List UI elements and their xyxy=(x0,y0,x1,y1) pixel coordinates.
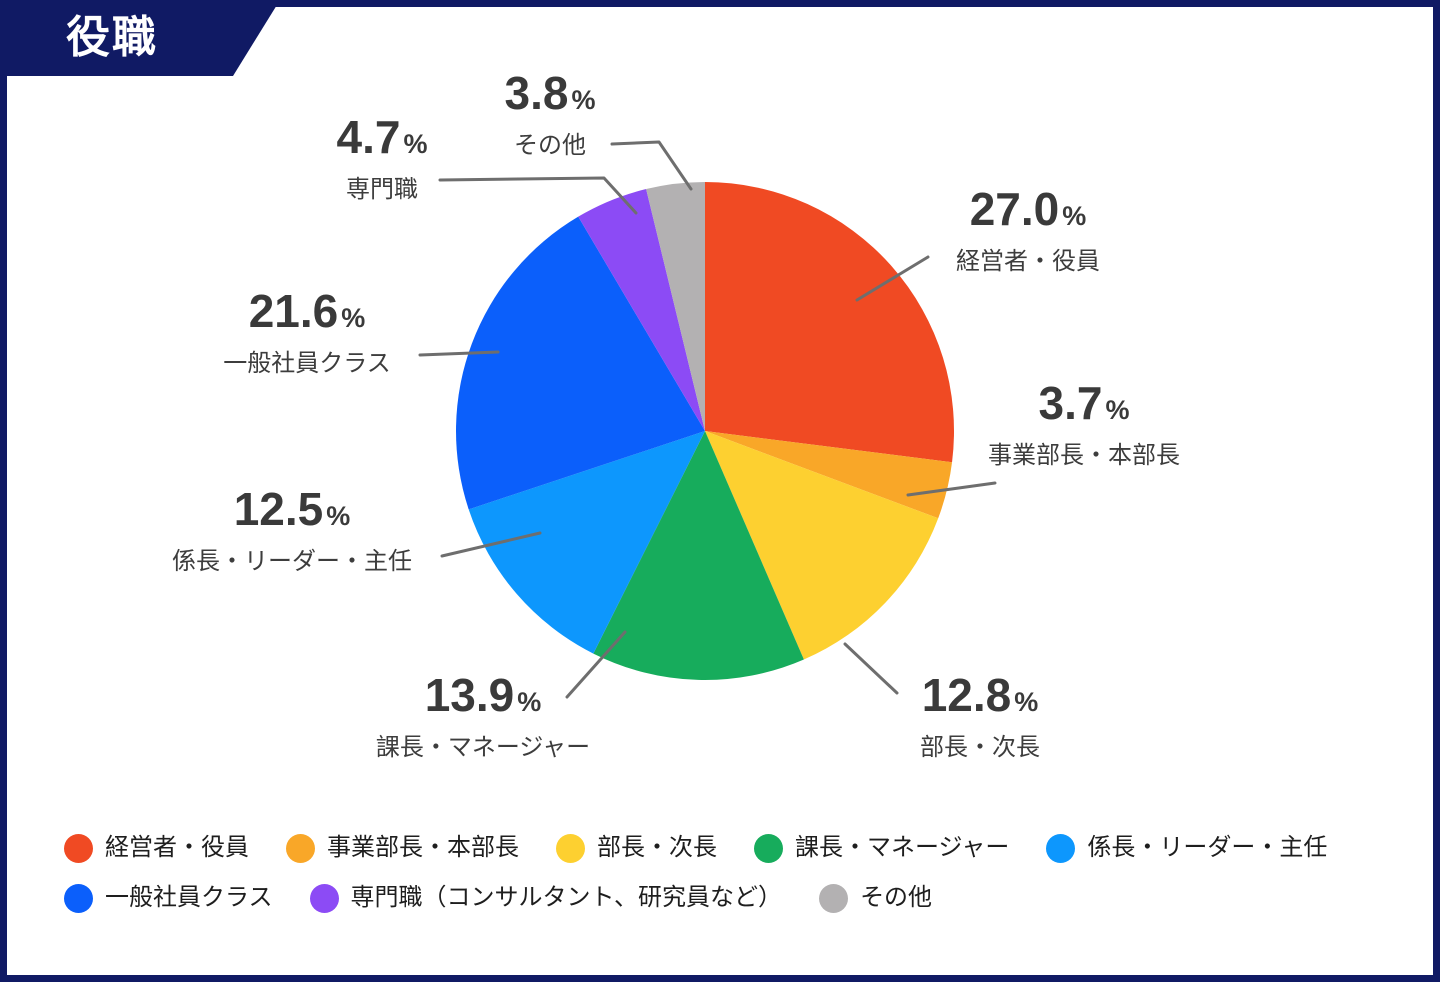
pie-slice-6 xyxy=(578,189,705,431)
legend-label: 経営者・役員 xyxy=(105,834,249,862)
callout-line-7 xyxy=(610,140,693,191)
slice-name: 課長・マネージャー xyxy=(375,734,591,761)
pie-slice-1 xyxy=(705,431,953,519)
legend-label: 部長・次長 xyxy=(597,834,717,862)
slice-value-unit: % xyxy=(326,501,351,531)
slice-label-6: 4.7% 専門職 xyxy=(337,114,428,204)
legend-item-6: 専門職（コンサルタント、研究員など） xyxy=(309,884,783,913)
slice-value: 4.7% xyxy=(337,114,428,167)
slice-value: 21.6% xyxy=(223,288,391,341)
slice-label-5: 21.6% 一般社員クラス xyxy=(223,288,391,378)
legend-item-7: その他 xyxy=(819,884,932,913)
slice-label-3: 13.9% 課長・マネージャー xyxy=(376,672,590,762)
pie-slice-5 xyxy=(456,216,705,510)
slice-value-number: 12.5 xyxy=(233,483,324,535)
slice-value: 3.8% xyxy=(505,70,596,123)
legend-label: 課長・マネージャー xyxy=(795,834,1010,862)
slice-value-unit: % xyxy=(571,85,596,115)
legend-dot-icon xyxy=(1046,834,1076,863)
slice-value-unit: % xyxy=(1062,201,1087,231)
legend-dot-icon xyxy=(754,834,783,863)
pie-slice-4 xyxy=(468,431,705,654)
callout-line-1 xyxy=(906,481,997,497)
legend-item-5: 一般社員クラス xyxy=(64,884,273,913)
legend-row-1: 一般社員クラス 専門職（コンサルタント、研究員など） その他 xyxy=(64,884,1364,913)
slice-label-4: 12.5% 係長・リーダー・主任 xyxy=(172,486,412,576)
legend-row-0: 経営者・役員 事業部長・本部長 部長・次長 課長・マネージャー 係長・リーダー・主任 xyxy=(64,834,1364,863)
slice-name: その他 xyxy=(514,132,586,159)
legend-dot-icon xyxy=(286,834,315,863)
legend-item-0: 経営者・役員 xyxy=(64,834,249,863)
slice-name: 事業部長・本部長 xyxy=(988,442,1180,469)
legend-dot-icon xyxy=(309,884,339,913)
callout-line-4 xyxy=(440,531,542,558)
legend-label: 係長・リーダー・主任 xyxy=(1087,834,1328,862)
legend-dot-icon xyxy=(64,834,93,863)
legend-dot-icon xyxy=(64,884,93,913)
slice-name: 係長・リーダー・主任 xyxy=(172,548,412,575)
slice-value: 3.7% xyxy=(988,380,1180,433)
title-badge: 役職 xyxy=(0,0,280,76)
slice-name: 部長・次長 xyxy=(920,734,1040,761)
slice-value: 12.8% xyxy=(920,672,1040,725)
slice-value-number: 3.8 xyxy=(504,67,569,119)
legend-item-3: 課長・マネージャー xyxy=(754,834,1009,863)
slice-value-number: 21.6 xyxy=(248,285,339,337)
slice-name: 経営者・役員 xyxy=(956,248,1100,275)
slice-value-number: 4.7 xyxy=(336,111,401,163)
pie-slice-2 xyxy=(705,431,939,660)
legend-label: その他 xyxy=(860,884,933,912)
callout-line-0 xyxy=(855,255,930,302)
slice-value-unit: % xyxy=(403,129,428,159)
legend-item-1: 事業部長・本部長 xyxy=(286,834,519,863)
slice-value-number: 3.7 xyxy=(1038,377,1103,429)
pie-slice-3 xyxy=(593,431,804,681)
callout-line-6 xyxy=(438,176,638,215)
legend-label: 一般社員クラス xyxy=(105,884,273,912)
slice-label-7: 3.8% その他 xyxy=(505,70,596,160)
slice-value-number: 27.0 xyxy=(969,183,1060,235)
callout-line-5 xyxy=(418,350,500,357)
page-title: 役職 xyxy=(66,13,158,62)
slice-value-unit: % xyxy=(1014,687,1039,717)
callout-line-3 xyxy=(565,630,627,699)
slice-name: 専門職 xyxy=(346,176,418,203)
slice-value-number: 13.9 xyxy=(424,669,515,721)
slice-name: 一般社員クラス xyxy=(223,350,391,377)
slice-value-unit: % xyxy=(341,303,366,333)
slice-label-1: 3.7% 事業部長・本部長 xyxy=(988,380,1180,470)
slice-value-unit: % xyxy=(517,687,542,717)
pie-slice-0 xyxy=(705,182,955,463)
legend-dot-icon xyxy=(556,834,585,863)
slice-value: 13.9% xyxy=(376,672,590,725)
slice-value-number: 12.8 xyxy=(921,669,1012,721)
slice-value: 27.0% xyxy=(956,186,1100,239)
legend-dot-icon xyxy=(819,884,849,913)
legend: 経営者・役員 事業部長・本部長 部長・次長 課長・マネージャー 係長・リーダー・主任一般… xyxy=(64,834,1364,934)
pie-slice-7 xyxy=(646,182,705,431)
slice-value-unit: % xyxy=(1105,395,1130,425)
slice-label-0: 27.0% 経営者・役員 xyxy=(956,186,1100,276)
legend-item-2: 部長・次長 xyxy=(556,834,717,863)
slice-label-2: 12.8% 部長・次長 xyxy=(920,672,1040,762)
legend-label: 事業部長・本部長 xyxy=(327,834,519,862)
callout-line-2 xyxy=(843,642,899,695)
slice-value: 12.5% xyxy=(172,486,412,539)
legend-label: 専門職（コンサルタント、研究員など） xyxy=(350,884,783,912)
legend-item-4: 係長・リーダー・主任 xyxy=(1046,834,1327,863)
